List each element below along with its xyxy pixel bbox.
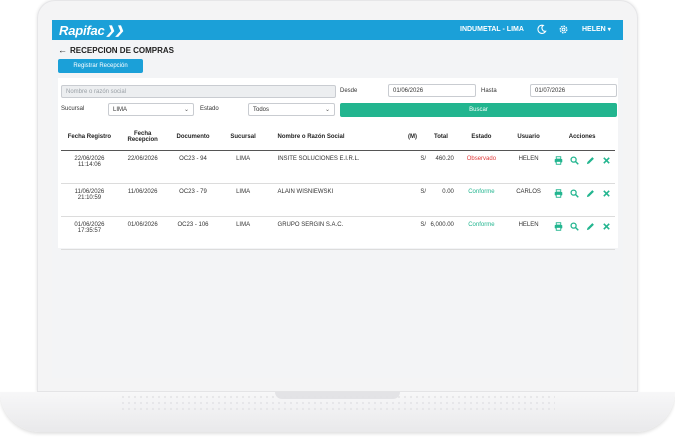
cell-date: 11/06/2026 bbox=[74, 189, 105, 195]
user-menu[interactable]: HELEN ▾ bbox=[582, 26, 611, 33]
estado-select[interactable]: Todos ⌄ bbox=[248, 103, 335, 116]
cell-usuario: HELEN bbox=[507, 216, 550, 250]
cell-acciones bbox=[549, 216, 615, 250]
sucursal-value: LIMA bbox=[113, 106, 128, 113]
hasta-date-field[interactable]: 01/07/2026 bbox=[530, 84, 617, 97]
pencil-icon[interactable] bbox=[586, 156, 595, 165]
table-row[interactable]: 01/06/2026 17:35:57 01/06/2026 OC23 - 106… bbox=[61, 216, 615, 250]
status-badge: Conforme bbox=[454, 216, 508, 250]
register-reception-button[interactable]: Registrar Recepción bbox=[58, 59, 143, 73]
col-estado[interactable]: Estado bbox=[454, 124, 508, 151]
cell-moneda: S/ bbox=[397, 216, 428, 250]
filters-and-results-card: Nombre o razón social Desde 01/06/2026 H… bbox=[58, 78, 618, 250]
cell-documento: OC23 - 94 bbox=[167, 150, 219, 184]
print-icon[interactable] bbox=[554, 189, 563, 198]
cell-time: 17:35:57 bbox=[77, 228, 102, 234]
cell-sucursal: LIMA bbox=[218, 150, 268, 184]
estado-label: Estado bbox=[200, 106, 219, 112]
col-documento[interactable]: Documento bbox=[167, 124, 219, 151]
cell-total: 460.20 bbox=[427, 150, 455, 184]
print-icon[interactable] bbox=[554, 222, 563, 231]
cell-time: 21:10:59 bbox=[77, 195, 102, 201]
print-icon[interactable] bbox=[554, 156, 563, 165]
estado-value: Todos bbox=[253, 106, 270, 113]
desde-date-field[interactable]: 01/06/2026 bbox=[388, 84, 476, 97]
cell-fecha-registro: 22/06/2026 11:14:06 bbox=[61, 150, 118, 184]
logo-text: Rapifac bbox=[59, 22, 105, 38]
col-fecha-recepcion[interactable]: Fecha Recepcion bbox=[117, 124, 168, 151]
cell-usuario: CARLOS bbox=[507, 183, 550, 217]
chevron-down-icon: ▾ bbox=[607, 27, 611, 33]
search-icon[interactable] bbox=[570, 189, 579, 198]
logo-chevron-icon: ❯❯ bbox=[105, 24, 124, 37]
col-moneda[interactable]: (M) bbox=[397, 124, 428, 151]
close-icon[interactable] bbox=[602, 189, 611, 198]
search-button[interactable]: Buscar bbox=[340, 103, 617, 117]
gear-icon[interactable] bbox=[558, 24, 569, 35]
sucursal-select[interactable]: LIMA ⌄ bbox=[108, 103, 194, 116]
user-name: HELEN bbox=[582, 26, 606, 33]
search-icon[interactable] bbox=[570, 222, 579, 231]
cell-sucursal: LIMA bbox=[218, 183, 268, 217]
search-icon[interactable] bbox=[570, 156, 579, 165]
col-usuario[interactable]: Usuario bbox=[507, 124, 550, 151]
col-total[interactable]: Total bbox=[427, 124, 455, 151]
chevron-down-icon: ⌄ bbox=[183, 107, 189, 113]
cell-sucursal: LIMA bbox=[218, 216, 268, 250]
page-title-text: RECEPCION DE COMPRAS bbox=[70, 45, 175, 55]
col-acciones: Acciones bbox=[549, 124, 615, 151]
chevron-down-icon: ⌄ bbox=[324, 107, 330, 113]
app-logo[interactable]: Rapifac ❯❯ bbox=[59, 23, 124, 38]
cell-total: 6,000.00 bbox=[427, 216, 455, 250]
cell-documento: OC23 - 106 bbox=[167, 216, 219, 250]
table-header-row: Fecha Registro Fecha Recepcion Documento… bbox=[61, 124, 615, 151]
moon-icon[interactable] bbox=[536, 24, 547, 35]
app-screen: Rapifac ❯❯ INDUMETAL - LIMA HELEN ▾ ← REC… bbox=[52, 20, 623, 378]
cell-date: 01/06/2026 bbox=[74, 222, 105, 228]
col-nombre[interactable]: Nombre o Razón Social bbox=[267, 124, 398, 151]
pencil-icon[interactable] bbox=[586, 189, 595, 198]
cell-documento: OC23 - 79 bbox=[167, 183, 219, 217]
search-input[interactable]: Nombre o razón social bbox=[61, 85, 336, 98]
table-row[interactable]: 11/06/2026 21:10:59 11/06/2026 OC23 - 79 … bbox=[61, 183, 615, 217]
cell-fecha-recepcion: 01/06/2026 bbox=[117, 216, 168, 250]
page-title: ← RECEPCION DE COMPRAS bbox=[58, 45, 174, 55]
col-fecha-recepcion-label: Fecha Recepcion bbox=[127, 131, 158, 143]
cell-nombre: GRUPO SERGIN S.A.C. bbox=[267, 216, 398, 250]
cell-moneda: S/ bbox=[397, 183, 428, 217]
top-bar: Rapifac ❯❯ INDUMETAL - LIMA HELEN ▾ bbox=[52, 20, 623, 40]
desde-label: Desde bbox=[340, 88, 358, 94]
cell-nombre: INSITE SOLUCIONES E.I.R.L. bbox=[267, 150, 398, 184]
hasta-label: Hasta bbox=[481, 88, 497, 94]
table-row[interactable]: 22/06/2026 11:14:06 22/06/2026 OC23 - 94 … bbox=[61, 150, 615, 184]
cell-acciones bbox=[549, 150, 615, 184]
cell-fecha-registro: 01/06/2026 17:35:57 bbox=[61, 216, 118, 250]
laptop-keyboard bbox=[120, 394, 555, 414]
col-sucursal[interactable]: Sucursal bbox=[218, 124, 268, 151]
cell-total: 0.00 bbox=[427, 183, 455, 217]
sucursal-label: Sucursal bbox=[61, 106, 85, 112]
cell-acciones bbox=[549, 183, 615, 217]
cell-moneda: S/ bbox=[397, 150, 428, 184]
pencil-icon[interactable] bbox=[586, 222, 595, 231]
cell-time: 11:14:06 bbox=[77, 162, 101, 168]
back-arrow-icon[interactable]: ← bbox=[58, 45, 67, 55]
cell-fecha-recepcion: 22/06/2026 bbox=[117, 150, 168, 184]
close-icon[interactable] bbox=[602, 156, 611, 165]
cell-fecha-recepcion: 11/06/2026 bbox=[117, 183, 168, 217]
cell-nombre: ALAIN WISNIEWSKI bbox=[267, 183, 398, 217]
cell-date: 22/06/2026 bbox=[74, 156, 105, 162]
status-badge: Conforme bbox=[454, 183, 508, 217]
receptions-table: Fecha Registro Fecha Recepcion Documento… bbox=[61, 124, 615, 250]
cell-fecha-registro: 11/06/2026 21:10:59 bbox=[61, 183, 118, 217]
col-fecha-registro[interactable]: Fecha Registro bbox=[61, 124, 118, 151]
cell-usuario: HELEN bbox=[507, 150, 550, 184]
close-icon[interactable] bbox=[602, 222, 611, 231]
status-badge: Observado bbox=[454, 150, 508, 184]
company-name[interactable]: INDUMETAL - LIMA bbox=[460, 26, 524, 33]
